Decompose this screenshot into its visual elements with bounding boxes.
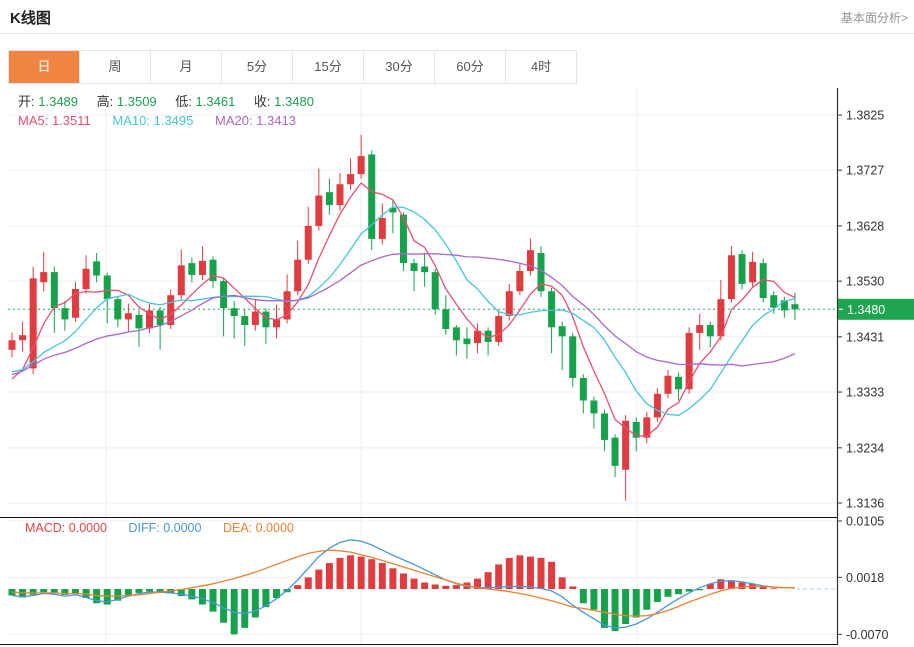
- last-price-badge: 1.3480: [838, 298, 914, 320]
- macd-label: MACD:: [25, 521, 66, 535]
- ma10-label: MA10:: [112, 113, 150, 128]
- diff-value: 0.0000: [163, 521, 202, 535]
- svg-text:-0.0070: -0.0070: [846, 628, 888, 642]
- diff-value-readout: DIFF: 0.0000: [128, 521, 201, 535]
- fundamental-analysis-link[interactable]: 基本面分析>: [840, 11, 908, 25]
- ma20-readout: MA20: 1.3413: [215, 113, 296, 128]
- macd-value: 0.0000: [68, 521, 107, 535]
- low-label: 低:: [175, 94, 192, 109]
- close-readout: 收: 1.3480: [254, 94, 314, 109]
- axis-layer: [0, 88, 839, 645]
- dea-value-readout: DEA: 0.0000: [223, 521, 294, 535]
- page-title: K线图: [10, 10, 51, 27]
- ma-readout: MA5: 1.3511 MA10: 1.3495 MA20: 1.3413: [18, 113, 314, 128]
- macd-readout: MACD: 0.0000 DIFF: 0.0000 DEA: 0.0000: [25, 521, 312, 535]
- tab-15分[interactable]: 15分: [293, 51, 364, 83]
- dea-line: [11, 549, 795, 617]
- svg-text:1.3136: 1.3136: [846, 497, 884, 511]
- ma5-readout: MA5: 1.3511: [18, 113, 91, 128]
- tab-5分[interactable]: 5分: [222, 51, 293, 83]
- dea-label: DEA:: [222, 521, 253, 535]
- grid-layer: [8, 88, 837, 645]
- ma10-readout: MA10: 1.3495: [112, 113, 193, 128]
- tab-日[interactable]: 日: [9, 51, 80, 83]
- low-value: 1.3461: [195, 94, 236, 109]
- timeframe-tab-bar: 日周月 5分 15分 30分 60分 4时: [8, 50, 577, 84]
- macd-histogram: [8, 555, 778, 635]
- macd-lines: [11, 539, 795, 629]
- svg-text:1.3727: 1.3727: [846, 164, 884, 178]
- open-readout: 开: 1.3489: [18, 94, 78, 109]
- svg-text:1.3628: 1.3628: [846, 219, 884, 233]
- candles-layer: [8, 134, 799, 501]
- diff-label: DIFF:: [128, 521, 160, 535]
- svg-text:1.3234: 1.3234: [846, 441, 884, 455]
- tab-60分[interactable]: 60分: [435, 51, 506, 83]
- svg-text:0.0018: 0.0018: [846, 571, 884, 585]
- ma5-line: [11, 182, 796, 437]
- svg-text:1.3431: 1.3431: [846, 330, 884, 344]
- ma20-line: [11, 253, 796, 376]
- high-value: 1.3509: [116, 94, 157, 109]
- svg-text:1.3480: 1.3480: [847, 303, 885, 317]
- svg-text:1.3333: 1.3333: [846, 386, 884, 400]
- ma5-label: MA5:: [18, 113, 49, 128]
- open-label: 开:: [18, 94, 35, 109]
- tab-30分[interactable]: 30分: [364, 51, 435, 83]
- diff-line: [11, 539, 795, 629]
- tab-4时[interactable]: 4时: [530, 59, 552, 74]
- y-axis-labels: 1.3825 1.3727 1.3628 1.3530 1.3431 1.3333 1.32…: [838, 109, 888, 642]
- ma20-value: 1.3413: [256, 113, 296, 128]
- low-readout: 低: 1.3461: [175, 94, 235, 109]
- close-label: 收:: [253, 94, 271, 109]
- ma10-line: [11, 206, 796, 417]
- header-divider: [0, 33, 914, 34]
- svg-text:1.3825: 1.3825: [846, 109, 884, 123]
- svg-text:1.3530: 1.3530: [846, 275, 884, 289]
- tab-月[interactable]: 月: [151, 51, 222, 83]
- ma5-value: 1.3511: [51, 113, 91, 128]
- high-label: 高:: [96, 94, 114, 109]
- open-value: 1.3489: [38, 94, 79, 109]
- ma20-label: MA20:: [214, 113, 253, 128]
- svg-text:0.0105: 0.0105: [846, 515, 884, 529]
- macd-value-readout: MACD: 0.0000: [25, 521, 107, 535]
- ma10-value: 1.3495: [153, 113, 194, 128]
- tab-周[interactable]: 周: [80, 51, 151, 83]
- high-readout: 高: 1.3509: [97, 94, 157, 109]
- ohlc-readout: 开: 1.3489 高: 1.3509 低: 1.3461 收: 1.3480: [18, 91, 329, 110]
- dea-value: 0.0000: [255, 521, 294, 535]
- close-value: 1.3480: [274, 94, 314, 109]
